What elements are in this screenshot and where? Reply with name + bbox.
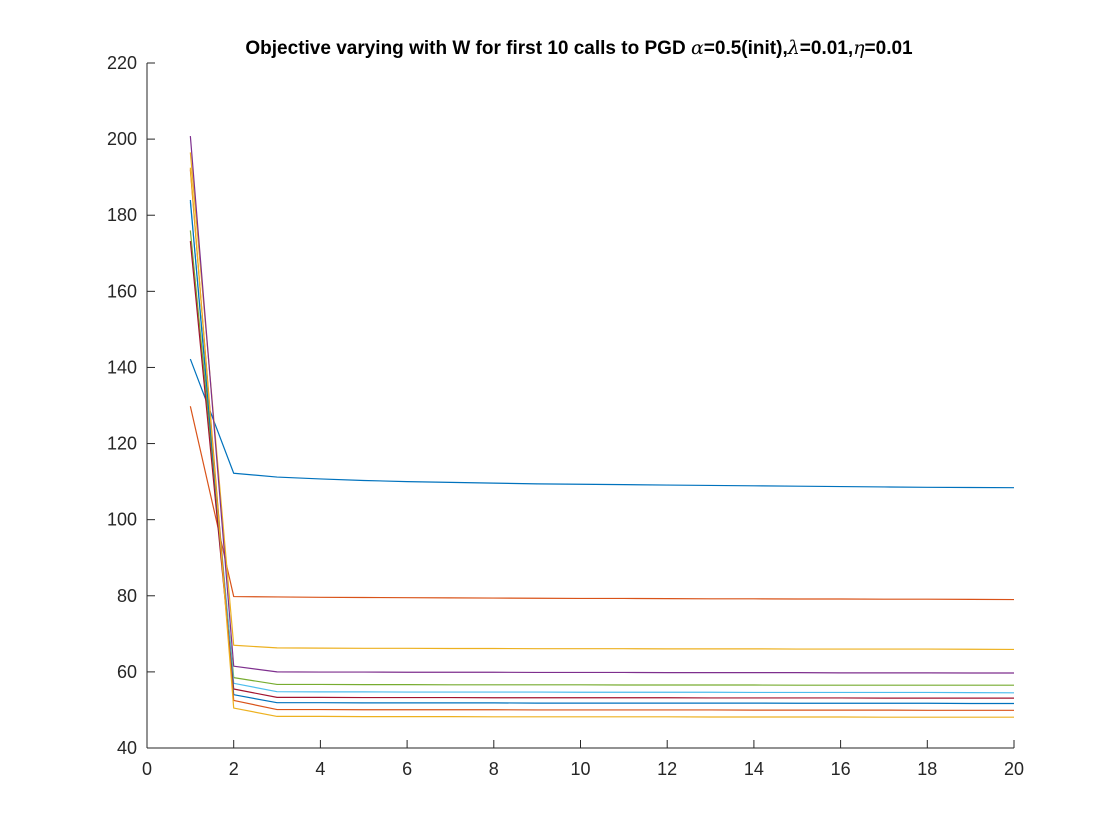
- x-tick-label: 8: [489, 759, 499, 779]
- title-eta-value: =0.01: [865, 38, 914, 59]
- y-tick-label: 40: [117, 738, 137, 758]
- title-text: Objective varying with W for first 10 ca…: [245, 38, 691, 59]
- series-line-1: [189, 358, 1015, 489]
- title-alpha-value: =0.5(init),: [704, 38, 788, 59]
- x-tick-label: 4: [315, 759, 325, 779]
- y-tick-label: 120: [107, 434, 137, 454]
- x-tick-label: 18: [917, 759, 937, 779]
- x-tick-label: 6: [402, 759, 412, 779]
- x-tick-label: 10: [570, 759, 590, 779]
- series-line-10: [189, 167, 1014, 718]
- x-tick-label: 14: [744, 759, 764, 779]
- title-lambda-symbol: λ: [787, 37, 800, 59]
- x-tick-label: 16: [831, 759, 851, 779]
- y-tick-label: 140: [107, 357, 137, 377]
- series-line-2: [189, 406, 1015, 601]
- y-tick-label: 80: [117, 586, 137, 606]
- series-line-9: [189, 169, 1014, 711]
- series-line-7: [189, 241, 1014, 699]
- x-tick-label: 2: [229, 759, 239, 779]
- series-line-6: [189, 201, 1015, 694]
- chart-title: Objective varying with W for first 10 ca…: [245, 37, 913, 59]
- series-line-8: [189, 199, 1014, 705]
- y-tick-label: 60: [117, 662, 137, 682]
- y-tick-label: 160: [107, 281, 137, 301]
- x-tick-label: 0: [142, 759, 152, 779]
- axes-layer: 0 2 4 6 8 10 12 14 16 18 20 40 60 80 100 120 140 160 180 20…: [107, 53, 1024, 779]
- series-line-4: [189, 136, 1014, 674]
- series-line-3: [189, 152, 1015, 651]
- series-layer: [189, 136, 1015, 718]
- y-tick-label: 100: [107, 510, 137, 530]
- x-tick-label: 20: [1004, 759, 1024, 779]
- title-alpha-symbol: α: [691, 37, 704, 59]
- y-tick-label: 220: [107, 53, 137, 73]
- title-eta-symbol: η: [853, 37, 865, 59]
- x-tick-label: 12: [657, 759, 677, 779]
- series-line-5: [189, 230, 1014, 686]
- y-tick-label: 200: [107, 129, 137, 149]
- y-tick-label: 180: [107, 205, 137, 225]
- title-lambda-value: =0.01,: [800, 38, 853, 59]
